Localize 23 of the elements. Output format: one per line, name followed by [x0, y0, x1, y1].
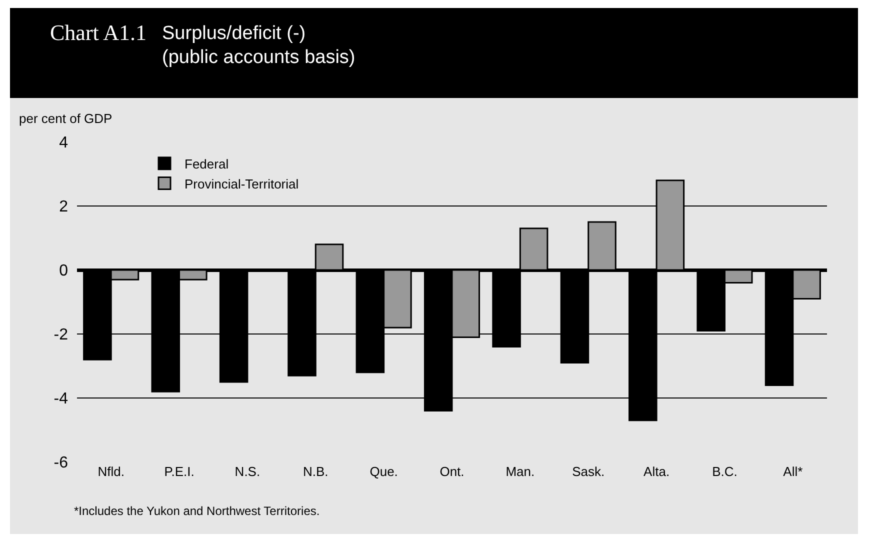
x-tick-label: N.B.: [302, 464, 328, 479]
chart-title: Chart A1.1: [50, 20, 147, 46]
chart-subtitle: Surplus/deficit (-) (public accounts basis): [162, 22, 356, 70]
x-tick-label: Ont.: [440, 464, 464, 479]
x-tick-label: Man.: [506, 464, 535, 479]
x-tick-label: Que.: [370, 464, 398, 479]
x-tick-label: N.S.: [234, 464, 260, 479]
legend-label: Federal: [184, 156, 229, 172]
x-tick-label: B.C.: [712, 464, 738, 479]
legend-label: Provincial-Territorial: [184, 176, 299, 192]
x-tick-label: P.E.I.: [164, 464, 194, 479]
x-tick-label: All*: [783, 464, 803, 479]
y-tick-label: 2: [59, 198, 68, 216]
x-tick-label: Alta.: [644, 464, 670, 479]
y-tick-label: -6: [54, 454, 68, 472]
x-tick-label: Sask.: [572, 464, 605, 479]
y-axis-title: per cent of GDP: [19, 111, 112, 126]
text: *Includes the Yukon and Northwest Territories.: [74, 504, 320, 518]
y-tick-label: -4: [54, 390, 68, 408]
x-tick-label: Nfld.: [98, 464, 124, 479]
y-tick-label: 4: [59, 134, 68, 152]
y-tick-label: -2: [54, 326, 68, 344]
y-tick-label: 0: [59, 262, 68, 280]
